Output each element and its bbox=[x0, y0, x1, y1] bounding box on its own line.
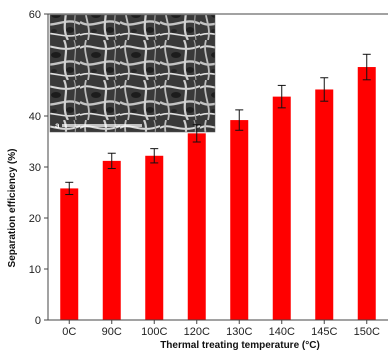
bar-120C bbox=[187, 133, 206, 320]
bar-130C bbox=[230, 120, 249, 320]
x-tick-label-0C: 0C bbox=[62, 326, 76, 338]
inset-caption: a bbox=[55, 121, 60, 130]
error-bar-150C bbox=[362, 53, 371, 81]
bar-90C bbox=[102, 160, 121, 320]
bars-layer bbox=[60, 67, 376, 321]
y-tick-label-60: 60 bbox=[29, 9, 41, 21]
bar-100C bbox=[145, 155, 164, 320]
x-tick-label-150C: 150C bbox=[354, 326, 380, 338]
y-tick-label-0: 0 bbox=[35, 315, 41, 327]
bar-150C bbox=[357, 67, 376, 320]
y-tick-label-10: 10 bbox=[29, 264, 41, 276]
x-tick-label-100C: 100C bbox=[141, 326, 167, 338]
y-tick-label-20: 20 bbox=[29, 213, 41, 225]
bar-140C bbox=[272, 96, 291, 321]
x-tick-label-140C: 140C bbox=[269, 326, 295, 338]
y-tick-label-30: 30 bbox=[29, 162, 41, 174]
sem-inset-image: a bbox=[49, 14, 216, 133]
error-bar-120C bbox=[192, 124, 201, 143]
y-tick-label-40: 40 bbox=[29, 111, 41, 123]
error-bar-100C bbox=[150, 148, 159, 164]
x-axis-title: Thermal treating temperature (°C) bbox=[160, 340, 320, 351]
error-bar-140C bbox=[277, 84, 286, 109]
error-bar-130C bbox=[235, 109, 244, 131]
bar-145C bbox=[315, 89, 334, 320]
x-ticks-layer: 0C 90C 100C 120C 130C 140C 145C 150C bbox=[62, 320, 380, 338]
x-tick-label-145C: 145C bbox=[311, 326, 337, 338]
error-bar-90C bbox=[107, 152, 116, 170]
x-tick-label-130C: 130C bbox=[226, 326, 252, 338]
y-ticks-layer: 0 10 20 30 40 60 bbox=[29, 9, 48, 327]
error-bars-layer bbox=[65, 53, 371, 196]
error-bar-0C bbox=[65, 181, 74, 196]
x-tick-label-120C: 120C bbox=[184, 326, 210, 338]
bar-0C bbox=[60, 188, 79, 320]
x-tick-label-90C: 90C bbox=[102, 326, 122, 338]
error-bar-145C bbox=[320, 77, 329, 102]
y-axis-title: Separation efficiency (%) bbox=[7, 149, 18, 268]
